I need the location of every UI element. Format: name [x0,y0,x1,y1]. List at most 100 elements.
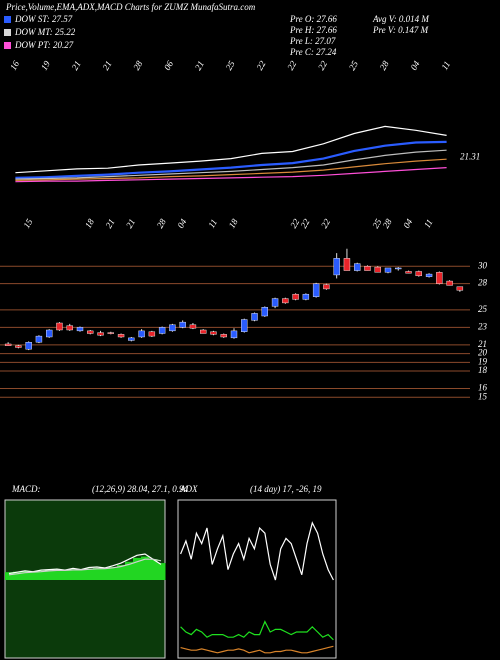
legend-label: DOW MT: 25.22 [14,27,76,37]
candle-body [302,293,310,300]
x-tick-label: 28 [131,59,144,72]
y-tick-label: 28 [478,278,488,288]
candle-body [395,267,402,270]
series-line [15,140,447,179]
candle-body [241,319,248,332]
stat: Pre L: 27.07 [289,36,336,46]
legend-label: DOW ST: 27.57 [14,14,73,24]
histogram-bar [69,569,78,580]
candle-body [158,327,166,334]
x-tick-label: 25 [224,59,237,72]
series-line [15,149,447,180]
legend-swatch [4,16,11,23]
x-tick-label: 11 [439,59,452,71]
candle-body [56,322,63,331]
x-tick-label: 22 [254,59,267,72]
candle-body [292,293,299,300]
candle-body [169,324,176,332]
adx-title: ADX [179,484,198,494]
candle-body [148,331,156,337]
histogram-bar [45,570,54,580]
candle-body [117,334,125,338]
histogram-bar [77,569,86,580]
histogram-bar [157,563,166,580]
candle-body [4,343,12,346]
candle-body [35,335,43,343]
series-line [15,125,447,174]
candle-body [333,258,340,276]
histogram-bar [13,571,22,580]
x-tick-label: 04 [408,59,421,72]
page-title: Price,Volume,EMA,ADX,MACD Charts for ZUM… [5,2,256,12]
x-tick-label: 16 [8,59,21,72]
macd-title: MACD: [11,484,41,494]
y-tick-label: 18 [478,365,488,375]
histogram-bar [149,559,158,580]
candle-body [282,298,289,304]
x-tick-label: 21 [124,217,137,230]
x-tick-label: 06 [162,59,175,72]
candle-body [446,280,453,286]
x-tick-label: 19 [39,59,52,72]
histogram-bar [141,556,150,580]
candle-body [436,272,443,284]
candle-body [251,313,258,321]
candle-body [87,330,94,334]
y-tick-label: 30 [477,260,488,270]
x-tick-label: 28 [381,217,394,230]
legend-swatch [4,29,11,36]
y-tick-label: 20 [478,348,488,358]
series-line [180,620,334,641]
x-tick-label: 15 [21,217,34,230]
candle-body [456,286,464,291]
series-line [8,558,162,576]
x-tick-label: 22 [319,217,332,230]
x-tick-label: 18 [83,217,96,230]
y-tick-label: 25 [478,304,488,314]
histogram-bar [133,557,142,580]
x-tick-label: 11 [422,217,435,229]
x-tick-label: 21 [70,59,83,72]
candle-body [230,330,238,339]
candle-body [364,266,371,271]
x-tick-label: 21 [100,59,113,72]
x-tick-label: 22 [285,59,298,72]
candle-body [25,342,32,350]
candle-body [425,273,433,277]
candle-body [261,307,268,317]
candle-body [354,263,361,271]
x-tick-label: 21 [103,217,116,230]
x-tick-label: 28 [378,59,391,72]
candle-body [323,284,330,290]
histogram-bar [29,571,38,580]
stat: Pre C: 27.24 [289,47,337,57]
x-tick-label: 04 [401,217,414,230]
panel [177,499,337,659]
legend-swatch [4,42,11,49]
y-tick-label: 16 [478,383,488,393]
series-line [180,521,334,581]
stat: Pre O: 27.66 [289,14,337,24]
candle-body [76,327,84,332]
histogram-bar [93,568,102,580]
histogram-bar [53,569,62,580]
x-tick-label: 28 [155,217,168,230]
candle-body [271,298,279,307]
candle-body [343,258,351,271]
candle-body [97,332,104,336]
candle-body [66,325,73,331]
candle-body [189,324,197,329]
histogram-bar [101,568,110,580]
series-line [180,645,334,654]
macd-params: (12,26,9) 28.04, 27.1, 0.94 [92,484,188,494]
volume-stat: Pre V: 0.147 M [372,25,429,35]
candle-body [374,266,381,273]
histogram-bar [117,564,126,580]
histogram-bar [125,561,134,580]
y-tick-label: 15 [478,391,488,401]
candle-body [405,271,412,274]
candle-body [15,345,22,348]
candle-body [415,271,422,277]
